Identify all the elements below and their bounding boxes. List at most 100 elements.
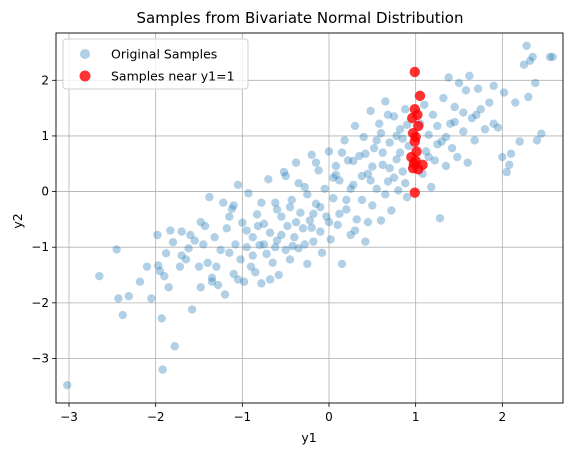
original-sample-point	[288, 241, 297, 251]
near-y1-sample-point	[409, 136, 420, 147]
original-sample-point	[252, 210, 262, 219]
original-sample-point	[433, 140, 442, 149]
original-sample-point	[368, 162, 377, 171]
axis-ticks: −3 −2 −1 0 1 2 −3 −2 −1 0 1 2	[31, 73, 506, 424]
original-sample-point	[194, 262, 204, 271]
original-sample-point	[291, 217, 301, 227]
original-sample-point	[166, 226, 175, 235]
y-tick-label: −3	[31, 351, 49, 365]
y-tick-label: −1	[31, 240, 49, 254]
original-sample-point	[366, 176, 375, 185]
original-sample-point	[283, 221, 292, 231]
original-sample-point	[112, 245, 121, 254]
x-axis-label: y1	[301, 430, 316, 445]
original-sample-point	[233, 180, 243, 190]
original-sample-point	[200, 221, 210, 231]
original-sample-point	[502, 167, 511, 177]
original-sample-point	[398, 134, 407, 143]
original-sample-point	[357, 195, 367, 205]
original-sample-point	[309, 209, 318, 219]
original-sample-point	[242, 226, 251, 235]
original-sample-point	[257, 198, 266, 207]
original-sample-point	[316, 227, 325, 236]
original-sample-point	[427, 182, 436, 192]
original-sample-point	[333, 220, 342, 230]
original-sample-point	[385, 138, 394, 147]
original-sample-point	[361, 237, 370, 246]
original-sample-point	[95, 271, 104, 281]
original-sample-point	[303, 190, 312, 199]
original-sample-point	[114, 294, 123, 303]
original-sample-point	[253, 221, 263, 231]
original-sample-point	[378, 148, 387, 157]
original-sample-point	[229, 201, 238, 210]
original-sample-point	[205, 192, 214, 202]
original-sample-point	[281, 171, 290, 181]
original-sample-point	[196, 283, 205, 292]
original-sample-point	[294, 179, 303, 188]
original-sample-point	[342, 195, 351, 205]
original-sample-point	[187, 305, 197, 314]
original-sample-point	[142, 262, 152, 271]
original-sample-point	[522, 41, 531, 50]
original-sample-point	[257, 279, 266, 288]
original-sample-point	[395, 125, 405, 134]
original-sample-point	[199, 240, 208, 249]
original-sample-point	[281, 245, 290, 255]
original-sample-point	[437, 137, 446, 146]
y-tick-label: 0	[41, 185, 49, 199]
original-sample-point	[184, 244, 193, 253]
original-sample-point	[177, 227, 186, 236]
original-sample-point	[268, 258, 277, 267]
original-sample-point	[248, 251, 257, 260]
original-sample-point	[401, 179, 410, 188]
original-sample-point	[461, 86, 471, 95]
original-sample-point	[251, 268, 260, 277]
original-sample-point	[378, 160, 387, 170]
original-sample-point	[331, 170, 341, 180]
original-sample-point	[421, 147, 431, 156]
chart-title: Samples from Bivariate Normal Distributi…	[137, 9, 464, 27]
original-sample-point	[274, 270, 283, 280]
original-sample-point	[320, 184, 329, 193]
original-sample-point	[350, 226, 360, 235]
original-sample-point	[372, 184, 381, 193]
original-sample-point	[294, 244, 303, 253]
original-sample-point	[395, 148, 405, 157]
original-sample-point	[329, 173, 338, 182]
original-sample-point	[480, 125, 490, 134]
original-sample-point	[357, 171, 367, 181]
original-sample-point	[499, 88, 509, 97]
original-sample-point	[489, 81, 498, 91]
original-sample-point	[272, 205, 282, 214]
y-tick-label: −2	[31, 296, 49, 310]
original-sample-point	[361, 149, 370, 158]
original-sample-point	[340, 136, 349, 145]
original-sample-point	[441, 132, 451, 142]
original-sample-point	[170, 342, 179, 351]
original-sample-point	[528, 52, 537, 62]
data-points	[63, 41, 557, 390]
original-sample-point	[465, 71, 474, 81]
original-sample-point	[157, 314, 166, 323]
original-sample-point	[385, 164, 394, 173]
original-sample-point	[177, 251, 186, 260]
original-sample-point	[285, 202, 295, 212]
original-sample-point	[190, 236, 199, 245]
original-sample-point	[317, 248, 327, 257]
original-sample-point	[324, 147, 334, 156]
original-sample-point	[259, 240, 269, 249]
original-sample-point	[392, 131, 401, 141]
original-sample-point	[300, 182, 309, 192]
original-sample-point	[63, 380, 72, 390]
original-sample-point	[463, 158, 472, 167]
x-tick-label: 1	[412, 410, 420, 424]
original-sample-point	[383, 177, 393, 186]
original-sample-point	[450, 117, 459, 127]
original-sample-point	[446, 119, 455, 128]
original-sample-point	[207, 273, 217, 283]
original-sample-point	[168, 238, 178, 247]
original-sample-point	[296, 208, 305, 217]
original-sample-point	[147, 294, 156, 303]
original-sample-point	[287, 195, 296, 205]
